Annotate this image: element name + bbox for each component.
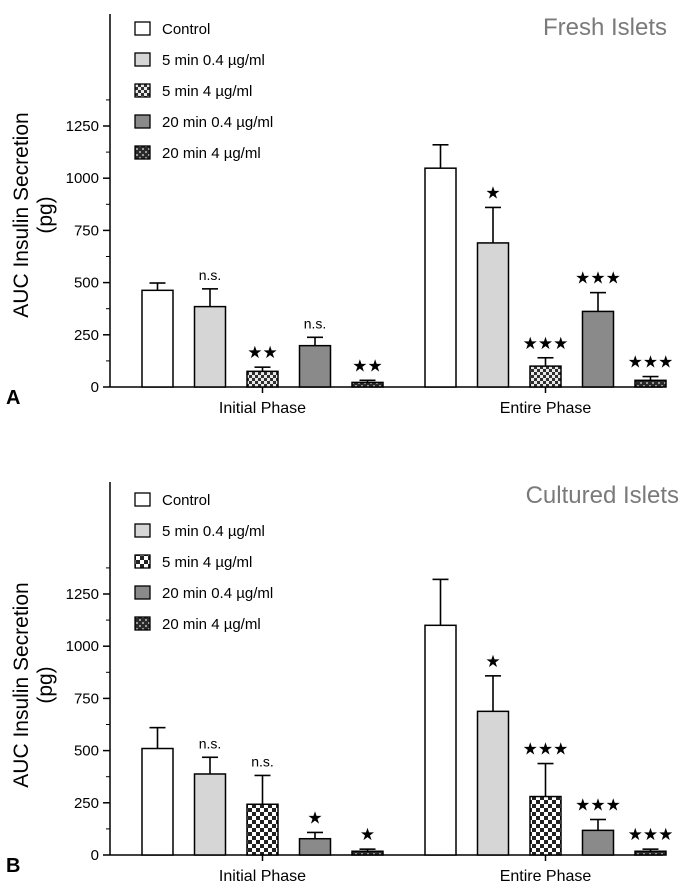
legend-entry: 5 min 0.4 µg/ml: [162, 523, 265, 540]
significance-label: n.s.: [304, 315, 327, 331]
significance-label: ★★★: [523, 334, 569, 353]
legend-entry: 20 min 0.4 µg/ml: [162, 114, 273, 131]
y-axis-unit: (pg): [34, 666, 57, 703]
legend-swatch: [134, 83, 151, 98]
y-tick-label: 0: [91, 847, 99, 864]
significance-label: ★: [307, 808, 322, 827]
legend-entry: 5 min 4 µg/ml: [162, 83, 252, 100]
legend-entry: Control: [162, 21, 210, 38]
y-axis-label: AUC Insulin Secretion: [10, 582, 33, 787]
x-axis: Initial Phase Entire Phase: [110, 854, 663, 885]
bar: [424, 167, 457, 388]
y-tick-label: 0: [91, 379, 99, 396]
chart-title: Fresh Islets: [543, 14, 667, 41]
panel-label: A: [6, 387, 20, 409]
significance-label: ★★★: [575, 269, 621, 288]
bar: [529, 795, 562, 856]
chart-title: Cultured Islets: [526, 482, 679, 509]
significance-label: ★: [360, 825, 375, 844]
y-axis-label: AUC Insulin Secretion: [10, 112, 33, 317]
significance-label: ★★★: [628, 353, 674, 372]
x-axis: Initial Phase Entire Phase: [110, 386, 663, 417]
y-tick-label: 500: [74, 743, 99, 760]
x-tick-label: Entire Phase: [500, 868, 592, 885]
significance-label: n.s.: [251, 753, 274, 769]
bar: [634, 379, 667, 388]
y-axis: 0 250 500 750 1000 1250: [66, 14, 111, 396]
bar: [141, 289, 174, 388]
y-tick-label: 1000: [66, 170, 99, 187]
bar: [351, 381, 384, 388]
y-tick-label: 250: [74, 795, 99, 812]
bar: [476, 710, 510, 856]
bar: [193, 305, 227, 388]
y-tick-label: 750: [74, 222, 99, 239]
legend-swatch: [134, 114, 151, 129]
y-tick-label: 1250: [66, 118, 99, 135]
y-tick-label: 1000: [66, 638, 99, 655]
y-axis-unit: (pg): [34, 196, 57, 233]
bar: [351, 850, 384, 856]
bar: [581, 829, 615, 856]
legend-swatch: [134, 616, 151, 631]
legend-swatch: [134, 145, 151, 160]
y-tick-label: 1250: [66, 586, 99, 603]
y-tick-label: 750: [74, 690, 99, 707]
y-axis: 0 250 500 750 1000 1250: [66, 482, 111, 864]
legend-swatch: [134, 52, 151, 67]
chart-panel-a: A Fresh Islets AUC Insulin Secretion (pg…: [6, 14, 673, 417]
significance-label: ★★: [247, 343, 277, 362]
bar: [246, 370, 279, 388]
legend-swatch: [134, 585, 151, 600]
bars: n.s.★★n.s.★★★★★★★★★★★★: [141, 143, 674, 388]
significance-label: ★: [485, 183, 500, 202]
bar: [246, 803, 279, 856]
significance-label: ★★★: [628, 825, 674, 844]
bars: n.s.n.s.★★★★★★★★★★★★: [141, 578, 674, 856]
x-tick-label: Initial Phase: [219, 868, 306, 885]
significance-label: ★: [485, 652, 500, 671]
chart-panel-b: B Cultured Islets AUC Insulin Secretion …: [6, 482, 679, 885]
significance-label: ★★: [352, 356, 382, 375]
legend-entry: 20 min 4 µg/ml: [162, 616, 261, 633]
bar: [529, 365, 562, 388]
legend-entry: 5 min 0.4 µg/ml: [162, 52, 265, 69]
legend-swatch: [134, 554, 151, 569]
bar: [193, 773, 227, 856]
bar: [476, 242, 510, 388]
bar: [298, 837, 332, 856]
significance-label: ★★★: [523, 740, 569, 759]
legend-swatch: [134, 523, 151, 538]
x-tick-label: Entire Phase: [500, 400, 592, 417]
bar: [298, 344, 332, 388]
legend-entry: 5 min 4 µg/ml: [162, 554, 252, 571]
bar: [424, 624, 457, 856]
legend-swatch: [134, 492, 151, 507]
y-tick-label: 250: [74, 327, 99, 344]
significance-label: ★★★: [575, 796, 621, 815]
legend-entry: 20 min 4 µg/ml: [162, 145, 261, 162]
bar: [581, 310, 615, 388]
legend-entry: Control: [162, 492, 210, 509]
legend-entry: 20 min 0.4 µg/ml: [162, 585, 273, 602]
bar: [141, 747, 174, 856]
legend: Control 5 min 0.4 µg/ml 5 min 4 µg/ml 20 mi…: [134, 21, 273, 162]
significance-label: n.s.: [199, 735, 222, 751]
legend-swatch: [134, 21, 151, 36]
significance-label: n.s.: [199, 267, 222, 283]
bar: [634, 850, 667, 856]
y-tick-label: 500: [74, 275, 99, 292]
x-tick-label: Initial Phase: [219, 400, 306, 417]
legend: Control 5 min 0.4 µg/ml 5 min 4 µg/ml 20 mi…: [134, 492, 273, 633]
panel-label: B: [6, 855, 20, 877]
